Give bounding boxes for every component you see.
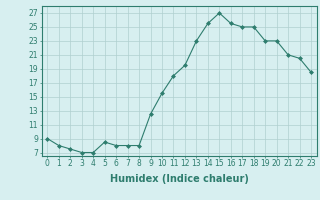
- X-axis label: Humidex (Indice chaleur): Humidex (Indice chaleur): [110, 174, 249, 184]
